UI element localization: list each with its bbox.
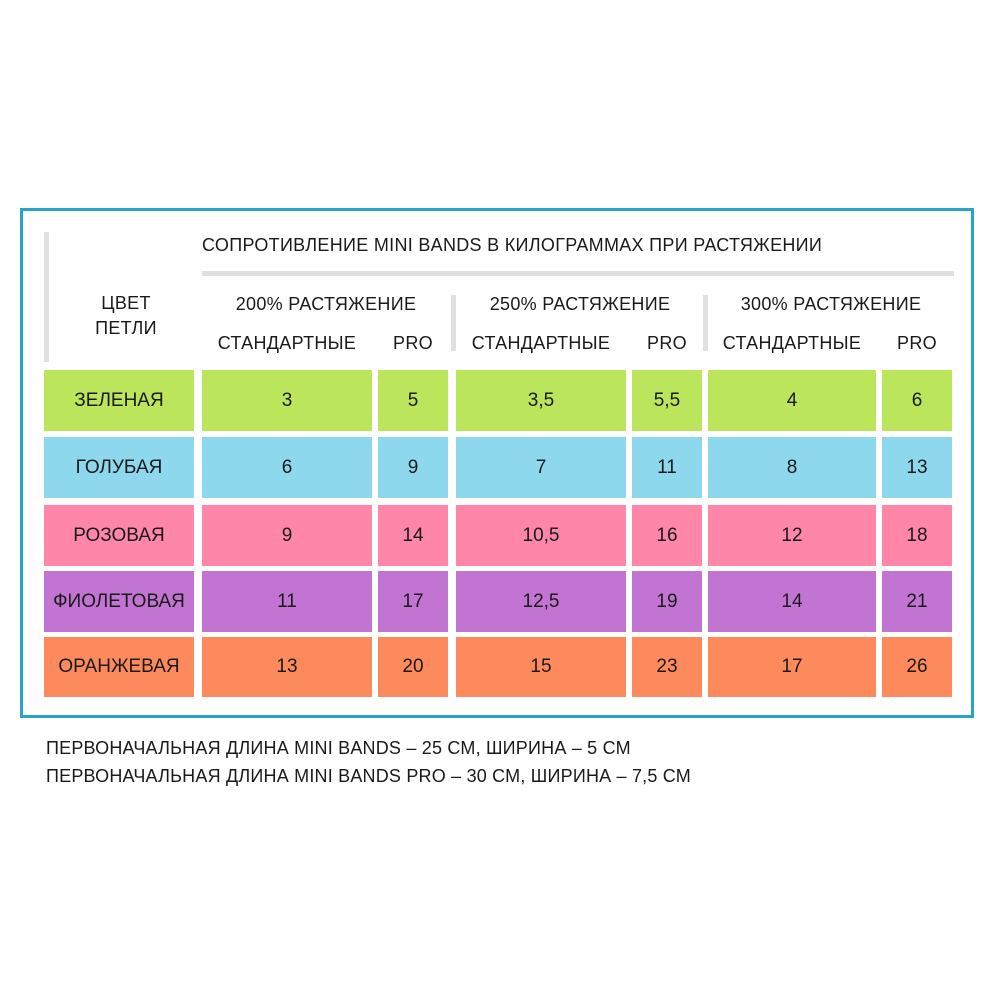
- value-cell: 10,5: [456, 505, 626, 566]
- value-cell: 7: [456, 437, 626, 498]
- row-header-line-1: ЦВЕТ: [101, 293, 151, 313]
- group-250-std-label: СТАНДАРТНЫЕ: [471, 333, 611, 353]
- value-cell: 14: [708, 571, 876, 632]
- value-cell: 8: [708, 437, 876, 498]
- value-cell: 26: [882, 637, 952, 697]
- value-cell: 19: [632, 571, 702, 632]
- value-cell: 13: [202, 637, 372, 697]
- value-cell: 18: [882, 505, 952, 566]
- value-cell: 9: [202, 505, 372, 566]
- value-cell: 3,5: [456, 370, 626, 431]
- value-cell: 6: [202, 437, 372, 498]
- color-name-cell: РОЗОВАЯ: [44, 505, 194, 566]
- value-cell: 21: [882, 571, 952, 632]
- value-cell: 20: [378, 637, 448, 697]
- group-300-pro-label: PRO: [897, 333, 937, 353]
- value-cell: 4: [708, 370, 876, 431]
- group-divider-2: [703, 295, 708, 351]
- value-cell: 11: [632, 437, 702, 498]
- title-underline: [202, 271, 954, 276]
- group-200-std-label: СТАНДАРТНЫЕ: [217, 333, 357, 353]
- value-cell: 17: [708, 637, 876, 697]
- group-200-label: 200% РАСТЯЖЕНИЕ: [235, 294, 417, 314]
- table-frame: [20, 208, 974, 718]
- value-cell: 9: [378, 437, 448, 498]
- footnote-line-1: ПЕРВОНАЧАЛЬНАЯ ДЛИНА MINI BANDS – 25 СМ,…: [46, 738, 631, 758]
- group-300-std-label: СТАНДАРТНЫЕ: [722, 333, 862, 353]
- value-cell: 14: [378, 505, 448, 566]
- value-cell: 16: [632, 505, 702, 566]
- value-cell: 11: [202, 571, 372, 632]
- table-title: СОПРОТИВЛЕНИЕ MINI BANDS В КИЛОГРАММАХ П…: [202, 235, 823, 255]
- group-250-pro-label: PRO: [647, 333, 687, 353]
- value-cell: 13: [882, 437, 952, 498]
- color-name-cell: ГОЛУБАЯ: [44, 437, 194, 498]
- footnote-line-2: ПЕРВОНАЧАЛЬНАЯ ДЛИНА MINI BANDS PRO – 30…: [46, 766, 691, 786]
- value-cell: 6: [882, 370, 952, 431]
- group-250-label: 250% РАСТЯЖЕНИЕ: [489, 294, 671, 314]
- color-name-cell: ОРАНЖЕВАЯ: [44, 637, 194, 697]
- value-cell: 5,5: [632, 370, 702, 431]
- group-divider-1: [451, 295, 456, 351]
- color-name-cell: ФИОЛЕТОВАЯ: [44, 571, 194, 632]
- group-300-label: 300% РАСТЯЖЕНИЕ: [740, 294, 922, 314]
- value-cell: 12,5: [456, 571, 626, 632]
- value-cell: 3: [202, 370, 372, 431]
- value-cell: 17: [378, 571, 448, 632]
- row-header-line-2: ПЕТЛИ: [95, 318, 157, 338]
- value-cell: 23: [632, 637, 702, 697]
- row-header-divider: [44, 232, 49, 362]
- group-200-pro-label: PRO: [393, 333, 433, 353]
- value-cell: 15: [456, 637, 626, 697]
- color-name-cell: ЗЕЛЕНАЯ: [44, 370, 194, 431]
- value-cell: 5: [378, 370, 448, 431]
- value-cell: 12: [708, 505, 876, 566]
